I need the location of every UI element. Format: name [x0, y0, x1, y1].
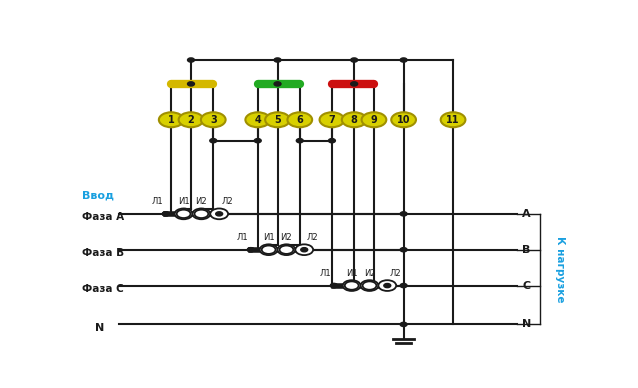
Circle shape: [162, 212, 169, 216]
Text: 3: 3: [210, 115, 217, 125]
Text: К нагрузке: К нагрузке: [555, 236, 565, 302]
Circle shape: [278, 244, 295, 255]
Circle shape: [351, 82, 358, 86]
Text: И1: И1: [346, 269, 357, 278]
Text: 7: 7: [329, 115, 336, 125]
Circle shape: [441, 112, 465, 127]
Circle shape: [296, 139, 303, 143]
Circle shape: [175, 208, 193, 219]
Circle shape: [400, 248, 407, 252]
Circle shape: [162, 212, 169, 216]
Circle shape: [265, 112, 290, 127]
Circle shape: [255, 139, 261, 143]
Text: N: N: [94, 323, 104, 333]
Text: И2: И2: [196, 197, 207, 206]
Circle shape: [210, 139, 217, 143]
Circle shape: [329, 139, 336, 143]
Text: И2: И2: [364, 269, 375, 278]
Circle shape: [188, 58, 195, 62]
Circle shape: [201, 112, 226, 127]
Text: И1: И1: [263, 233, 274, 242]
Text: Л2: Л2: [390, 269, 401, 278]
Text: Л1: Л1: [237, 233, 248, 242]
Circle shape: [400, 322, 407, 326]
Circle shape: [343, 280, 360, 291]
Circle shape: [391, 112, 416, 127]
Circle shape: [179, 112, 204, 127]
Text: Л2: Л2: [221, 197, 234, 206]
Circle shape: [248, 248, 255, 252]
Text: 9: 9: [371, 115, 377, 125]
Text: 11: 11: [447, 115, 460, 125]
Text: B: B: [523, 245, 531, 255]
Circle shape: [362, 281, 376, 290]
Circle shape: [274, 58, 281, 62]
Circle shape: [345, 281, 359, 290]
Text: 4: 4: [255, 115, 261, 125]
Text: 5: 5: [274, 115, 281, 125]
Circle shape: [400, 212, 407, 216]
Circle shape: [188, 82, 195, 86]
Text: Л1: Л1: [152, 197, 163, 206]
Text: Фаза A: Фаза A: [82, 212, 124, 222]
Circle shape: [195, 210, 208, 218]
Text: Л2: Л2: [307, 233, 318, 242]
Circle shape: [360, 280, 378, 291]
Circle shape: [300, 248, 308, 252]
Circle shape: [279, 246, 293, 254]
Circle shape: [159, 112, 184, 127]
Circle shape: [320, 112, 345, 127]
Text: Ввод: Ввод: [82, 191, 114, 201]
Text: Фаза B: Фаза B: [82, 248, 124, 258]
Circle shape: [274, 82, 281, 86]
Circle shape: [177, 210, 191, 218]
Text: 8: 8: [351, 115, 358, 125]
Circle shape: [288, 112, 312, 127]
Text: 10: 10: [397, 115, 410, 125]
Circle shape: [362, 112, 387, 127]
Text: И1: И1: [178, 197, 189, 206]
Circle shape: [295, 244, 313, 255]
Text: A: A: [523, 209, 531, 219]
Text: Л1: Л1: [320, 269, 331, 278]
Circle shape: [378, 280, 396, 291]
Text: N: N: [523, 319, 531, 329]
Circle shape: [330, 284, 338, 288]
Circle shape: [260, 244, 278, 255]
Circle shape: [400, 284, 407, 288]
Text: 6: 6: [297, 115, 303, 125]
Circle shape: [193, 208, 211, 219]
Text: 2: 2: [188, 115, 195, 125]
Text: 1: 1: [168, 115, 175, 125]
Text: И2: И2: [281, 233, 292, 242]
Circle shape: [384, 284, 390, 288]
Circle shape: [211, 208, 228, 219]
Circle shape: [342, 112, 366, 127]
Circle shape: [351, 58, 358, 62]
Text: C: C: [523, 281, 530, 291]
Circle shape: [216, 212, 223, 216]
Circle shape: [262, 246, 276, 254]
Circle shape: [248, 248, 255, 252]
Circle shape: [246, 112, 270, 127]
Text: Фаза C: Фаза C: [82, 284, 124, 294]
Circle shape: [400, 58, 407, 62]
Circle shape: [330, 284, 338, 288]
